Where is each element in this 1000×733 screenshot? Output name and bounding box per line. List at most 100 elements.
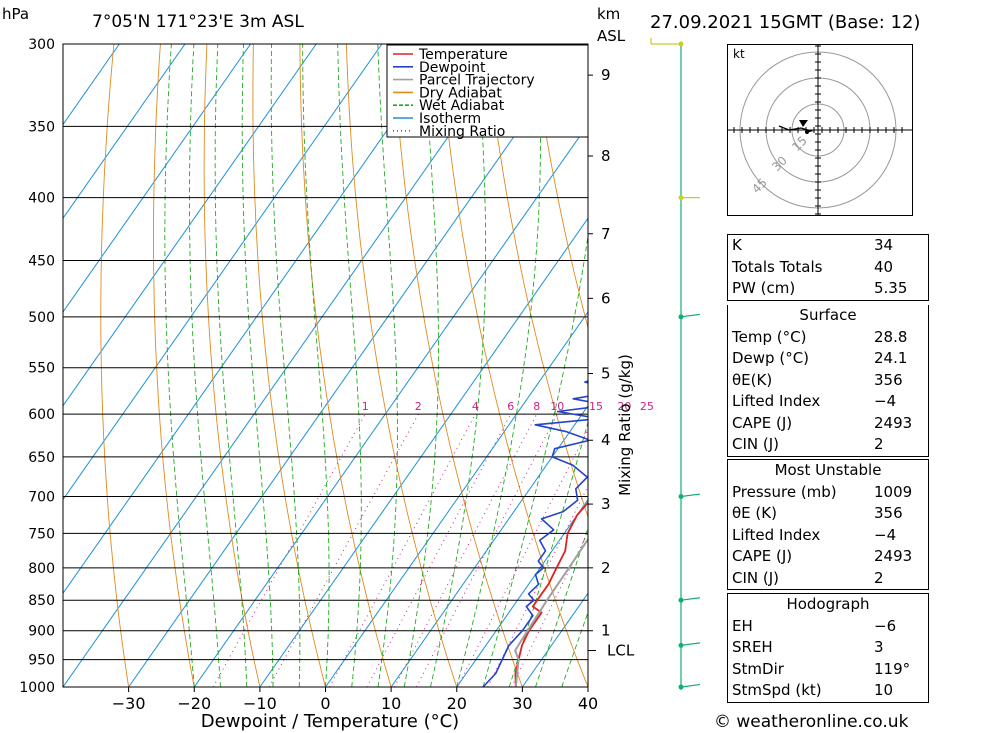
hodograph-section: Hodograph EH −6 SREH 3 StmDir 119° StmSpd (… <box>727 593 929 703</box>
pressure-tick-label: 900 <box>28 624 55 640</box>
pressure-tick-label: 450 <box>28 254 55 270</box>
hodo-row-sreh: SREH 3 <box>732 638 884 656</box>
wet-adiabat <box>403 44 439 687</box>
mixing-ratio-labels: 1 2 4 6 8 10 15 20 25 <box>362 400 654 413</box>
wet-adiabat <box>189 44 221 687</box>
mixing-ratio-line <box>329 413 476 687</box>
hodograph-section-title: Hodograph <box>786 595 870 613</box>
x-tick-label: 20 <box>447 694 467 713</box>
datetime-title: 27.09.2021 15GMT (Base: 12) <box>650 12 921 33</box>
mixing-ratio-line <box>457 428 588 687</box>
mixing-ratio-label: 4 <box>472 400 479 413</box>
km-tick-label: 7 <box>601 225 611 243</box>
surface-section: Surface Temp (°C) 28.8 Dewp (°C) 24.1 θE(K… <box>727 305 929 457</box>
isotherm-line <box>325 311 588 687</box>
pressure-tick-label: 400 <box>28 191 55 207</box>
dry-adiabat <box>578 44 588 101</box>
mu-row-pressure: Pressure (mb) 1009 <box>732 482 913 501</box>
legend-label: Dry Adiabat <box>419 85 502 101</box>
dry-adiabat <box>392 44 523 687</box>
legend-label: Parcel Trajectory <box>419 73 535 89</box>
index-row-pw: PW (cm) 5.35 <box>732 279 908 297</box>
skewt-chart: 3003504004505005506006507007508008509009… <box>19 37 701 732</box>
location-title: 7°05'N 171°23'E 3m ASL <box>92 12 304 32</box>
wet-adiabat <box>482 232 588 687</box>
background-lines <box>63 44 701 687</box>
wind-barb-shaft <box>680 642 700 646</box>
mixing-ratio-label: 20 <box>617 400 631 413</box>
x-tick-label: −10 <box>243 694 277 713</box>
pressure-tick-label: 500 <box>28 310 55 326</box>
km-unit-label: km <box>597 5 621 23</box>
isotherm-line <box>63 44 383 501</box>
pressure-tick-label: 300 <box>28 37 55 53</box>
mixing-ratio-label: 15 <box>589 400 603 413</box>
surface-row-dewp: Dewp (°C) 24.1 <box>732 349 908 367</box>
wet-adiabat <box>164 44 195 687</box>
x-tick-label: 10 <box>381 694 401 713</box>
wind-barb-shaft <box>680 683 700 688</box>
legend-label: Temperature <box>418 47 508 63</box>
km-tick-label: 9 <box>601 66 611 84</box>
hodograph-unit: kt <box>733 47 745 61</box>
isotherm-line <box>63 44 186 220</box>
mixing-ratio-label: 10 <box>550 400 564 413</box>
mixing-ratio-line <box>394 413 538 687</box>
plot-frame <box>62 43 589 688</box>
dewpoint-line <box>482 362 588 687</box>
km-tick-label: 5 <box>601 365 611 383</box>
wind-barb-shaft <box>680 313 700 318</box>
surface-row-cape: CAPE (J) 2493 <box>732 413 913 432</box>
mixing-ratio-label: 1 <box>362 400 369 413</box>
pressure-tick-label: 650 <box>28 450 55 466</box>
mixing-ratio-label: 6 <box>507 400 514 413</box>
isotherm-line <box>128 44 580 687</box>
storm-motion-marker <box>799 120 808 127</box>
km-axis: 9 8 7 6 5 4 3 2 1 LCL <box>588 66 635 660</box>
km-tick-label: 1 <box>601 622 611 640</box>
wet-adiabat <box>302 44 330 687</box>
x-tick-label: 30 <box>512 694 532 713</box>
hodograph-point <box>805 130 809 134</box>
hodograph: kt 15 30 45 <box>727 44 913 216</box>
isotherm-line <box>259 217 588 687</box>
mixing-ratio-label: 2 <box>415 400 422 413</box>
pressure-tick-label: 350 <box>28 119 55 135</box>
legend-label: Mixing Ratio <box>419 124 505 140</box>
dry-adiabat <box>438 44 588 687</box>
dry-adiabat <box>626 44 701 687</box>
mu-row-cin: CIN (J) 2 <box>732 568 884 587</box>
wet-adiabat <box>337 44 362 687</box>
x-axis-label: Dewpoint / Temperature (°C) <box>201 711 459 732</box>
pressure-unit-label: hPa <box>2 5 30 23</box>
copyright: © weatheronline.co.uk <box>714 712 909 732</box>
most-unstable-section: Most Unstable Pressure (mb) 1009 θE (K) 35… <box>727 459 929 590</box>
pressure-tick-label: 800 <box>28 561 55 577</box>
surface-row-thetae: θE(K) 356 <box>732 370 903 389</box>
wind-profile <box>650 38 700 690</box>
most-unstable-title: Most Unstable <box>774 461 882 479</box>
pressure-tick-label: 950 <box>28 653 55 669</box>
isotherm-line <box>193 123 588 687</box>
km-tick-label: 2 <box>601 559 611 577</box>
wet-adiabat <box>241 44 274 687</box>
general-indices-table: K 34 Totals Totals 40 PW (cm) 5.35 <box>727 234 929 301</box>
dry-adiabat <box>532 44 588 330</box>
x-tick-label: 0 <box>320 694 330 713</box>
parcel-trajectory-line <box>514 537 588 687</box>
wet-adiabat <box>456 44 541 687</box>
asl-unit-label: ASL <box>597 27 626 45</box>
mu-row-cape: CAPE (J) 2493 <box>732 547 913 565</box>
hodo-row-stmdir: StmDir 119° <box>732 659 911 678</box>
hodograph-trace <box>778 125 814 133</box>
dry-adiabat <box>100 44 130 687</box>
x-tick-label: −20 <box>177 694 211 713</box>
wind-barb-shaft <box>680 597 700 601</box>
isotherm-line <box>521 592 588 687</box>
dry-adiabat <box>672 44 700 687</box>
surface-title: Surface <box>799 306 857 324</box>
temperature-line <box>514 501 588 687</box>
pressure-tick-label: 750 <box>28 526 55 542</box>
index-row-k: K 34 <box>732 236 894 254</box>
